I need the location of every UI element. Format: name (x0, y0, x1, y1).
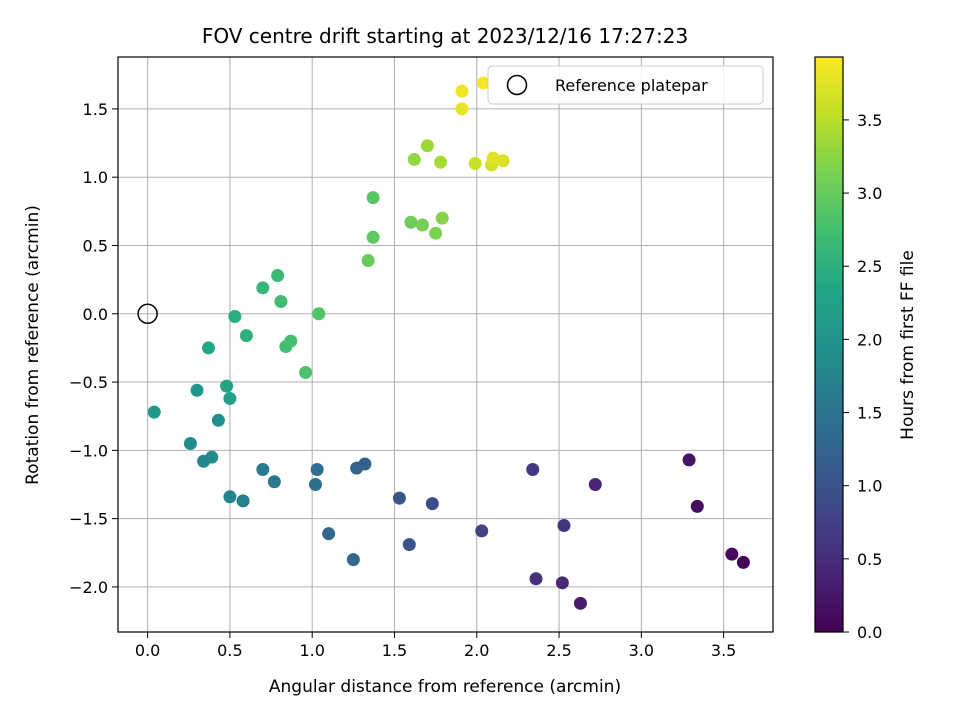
data-point (236, 494, 250, 508)
reference-layer (137, 303, 158, 325)
colorbar: 0.0 0.5 1.0 1.5 2.0 2.5 3.0 3.5 Hours from firs… (814, 56, 918, 642)
data-point (725, 547, 739, 561)
data-point (468, 157, 482, 171)
data-point (271, 269, 285, 283)
x-tick-label: 0.0 (135, 641, 160, 660)
data-point (404, 215, 418, 229)
data-point (256, 281, 270, 295)
data-point (284, 334, 298, 348)
data-point (183, 437, 197, 451)
data-point (529, 572, 543, 586)
data-point (202, 341, 216, 355)
data-point (496, 154, 510, 168)
plot-frame (117, 56, 774, 633)
data-point (555, 576, 569, 590)
data-point (429, 226, 443, 240)
data-point (486, 151, 500, 165)
data-point (267, 475, 281, 489)
data-point (573, 596, 587, 610)
colorbar-tick-label: 1.0 (857, 477, 882, 496)
chart-title: FOV centre drift starting at 2023/12/16 … (202, 24, 688, 48)
y-tick-label: 0.5 (83, 236, 108, 255)
data-point (475, 524, 489, 538)
data-point (736, 555, 750, 569)
legend: Reference platepar (487, 65, 764, 105)
data-point (476, 76, 490, 90)
data-point (526, 462, 540, 476)
x-tick-label: 3.5 (711, 641, 736, 660)
data-point (392, 491, 406, 505)
colorbar-label: Hours from first FF file (898, 250, 918, 440)
data-point (425, 497, 439, 511)
data-point (223, 391, 237, 405)
y-axis: −2.0 −1.5 −1.0 −0.5 0.0 0.5 1.0 1.5 (69, 100, 118, 597)
data-point (407, 152, 421, 166)
data-point (220, 379, 234, 393)
legend-marker (506, 74, 528, 96)
data-point (211, 413, 225, 427)
data-point (190, 383, 204, 397)
x-tick-label: 2.5 (546, 641, 571, 660)
y-tick-label: −1.0 (69, 441, 108, 460)
colorbar-tick-label: 2.0 (857, 330, 882, 349)
y-axis-label: Rotation from reference (arcmin) (23, 205, 43, 485)
y-tick-label: 1.0 (83, 168, 108, 187)
data-point (239, 329, 253, 343)
legend-label: Reference platepar (555, 76, 708, 95)
data-point (366, 230, 380, 244)
data-point (205, 450, 219, 464)
x-tick-label: 1.5 (382, 641, 407, 660)
data-point (366, 191, 380, 205)
data-point (402, 538, 416, 552)
data-point (310, 462, 324, 476)
data-point (682, 453, 696, 467)
grid (118, 57, 773, 632)
colorbar-tick-label: 1.5 (857, 404, 882, 423)
x-tick-label: 1.0 (299, 641, 324, 660)
x-tick-label: 3.0 (629, 641, 654, 660)
data-point (322, 527, 336, 541)
data-point (415, 218, 429, 232)
data-point (455, 102, 469, 116)
colorbar-gradient (815, 57, 843, 632)
y-tick-label: −1.5 (69, 510, 108, 529)
x-tick-label: 2.0 (464, 641, 489, 660)
y-tick-label: 0.0 (83, 305, 108, 324)
colorbar-tick-label: 0.0 (857, 623, 882, 642)
data-point (588, 477, 602, 491)
data-points (147, 76, 750, 610)
data-point (308, 477, 322, 491)
reference-platepar-marker (137, 303, 158, 325)
data-point (434, 155, 448, 169)
data-point (420, 139, 434, 153)
y-tick-label: −0.5 (69, 373, 108, 392)
y-tick-label: −2.0 (69, 578, 108, 597)
legend-box (487, 65, 764, 105)
colorbar-tick-label: 2.5 (857, 257, 882, 276)
x-axis: 0.0 0.5 1.0 1.5 2.0 2.5 3.0 3.5 (135, 632, 736, 660)
data-point (346, 553, 360, 567)
x-tick-label: 0.5 (217, 641, 242, 660)
data-point (435, 211, 449, 225)
data-point (312, 307, 326, 321)
colorbar-tick-label: 0.5 (857, 550, 882, 569)
data-point (299, 365, 313, 379)
data-point (350, 461, 364, 475)
x-axis-label: Angular distance from reference (arcmin) (269, 677, 621, 697)
colorbar-ticks: 0.0 0.5 1.0 1.5 2.0 2.5 3.0 3.5 (843, 111, 882, 642)
colorbar-tick-label: 3.0 (857, 184, 882, 203)
data-point (361, 254, 375, 268)
data-point (274, 294, 288, 308)
data-point (256, 462, 270, 476)
data-point (690, 499, 704, 513)
data-point (455, 84, 469, 98)
data-point (147, 405, 161, 419)
data-point (223, 490, 237, 504)
y-tick-label: 1.5 (83, 100, 108, 119)
colorbar-tick-label: 3.5 (857, 111, 882, 130)
data-point (557, 518, 571, 532)
colorbar-frame (814, 56, 844, 633)
data-point (228, 310, 242, 324)
